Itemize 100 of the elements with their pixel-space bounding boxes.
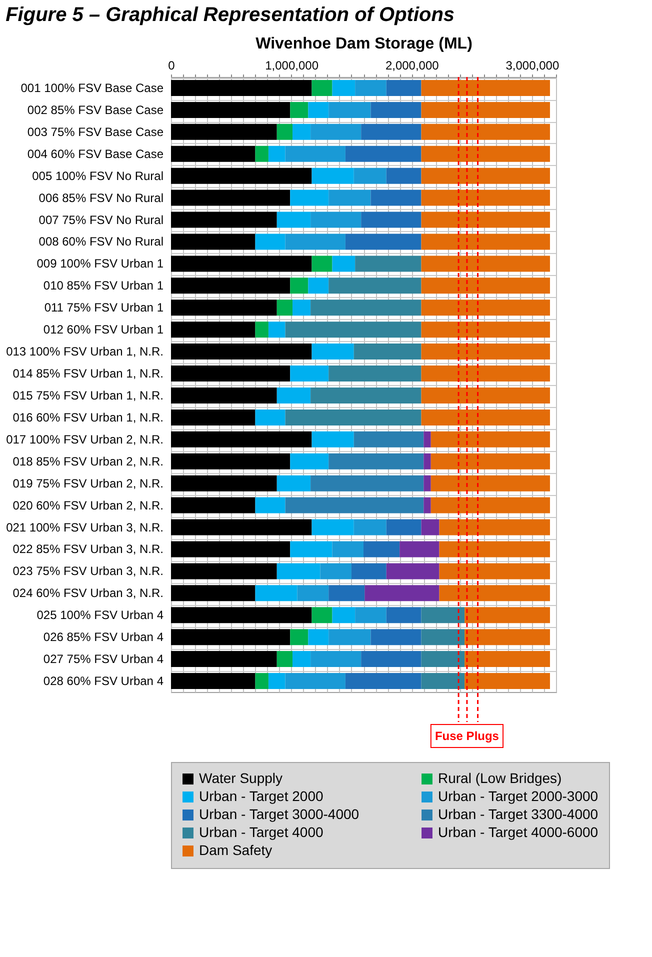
bar bbox=[171, 607, 312, 624]
bar bbox=[421, 519, 440, 536]
bar bbox=[328, 190, 371, 206]
bar bbox=[171, 146, 256, 162]
legend-label: Urban - Target 2000 bbox=[199, 788, 324, 804]
bar bbox=[424, 475, 431, 492]
bar bbox=[171, 344, 312, 360]
legend-label: Urban - Target 4000 bbox=[199, 824, 324, 840]
y-tick-label: 005 100% FSV No Rural bbox=[32, 168, 164, 183]
bar bbox=[355, 607, 386, 624]
bar bbox=[268, 673, 286, 690]
legend-label: Urban - Target 3300-4000 bbox=[438, 806, 598, 822]
bar bbox=[171, 278, 290, 294]
bar bbox=[268, 322, 286, 338]
bar bbox=[328, 102, 371, 118]
bar bbox=[421, 409, 550, 426]
y-tick-label: 028 60% FSV Urban 4 bbox=[43, 674, 164, 688]
bar bbox=[345, 146, 422, 162]
y-tick-label: 019 75% FSV Urban 2, N.R. bbox=[12, 476, 164, 490]
y-tick-label: 002 85% FSV Base Case bbox=[27, 102, 164, 117]
y-tick-label: 022 85% FSV Urban 3, N.R. bbox=[12, 542, 164, 556]
bar bbox=[312, 344, 354, 360]
bar bbox=[171, 256, 312, 272]
bar bbox=[421, 387, 550, 404]
bar bbox=[421, 322, 550, 338]
bar bbox=[285, 497, 424, 514]
bar bbox=[312, 80, 332, 96]
y-tick-label: 025 100% FSV Urban 4 bbox=[36, 608, 164, 622]
bar bbox=[364, 585, 440, 602]
bar bbox=[328, 366, 422, 382]
bar bbox=[171, 212, 277, 228]
bar bbox=[297, 585, 329, 602]
bar bbox=[332, 607, 356, 624]
bar bbox=[370, 190, 422, 206]
bar bbox=[439, 563, 550, 580]
bar bbox=[464, 607, 550, 624]
bar bbox=[310, 387, 422, 404]
bar bbox=[439, 541, 550, 558]
bar bbox=[421, 124, 550, 140]
x-axis-title: Wivenhoe Dam Storage (ML) bbox=[256, 36, 472, 52]
y-tick-label: 014 85% FSV Urban 1, N.R. bbox=[12, 366, 164, 381]
bar bbox=[310, 300, 422, 316]
bar bbox=[171, 629, 290, 646]
bar bbox=[421, 146, 550, 162]
bar bbox=[355, 256, 422, 272]
bar bbox=[171, 300, 277, 316]
bar bbox=[308, 278, 329, 294]
bar bbox=[421, 278, 550, 294]
bar bbox=[354, 519, 386, 536]
bar bbox=[464, 651, 550, 668]
y-tick-label: 018 85% FSV Urban 2, N.R. bbox=[12, 454, 164, 468]
bar bbox=[290, 629, 308, 646]
bar bbox=[421, 673, 465, 690]
bar bbox=[421, 344, 550, 360]
bar bbox=[285, 234, 346, 250]
bar bbox=[421, 212, 550, 228]
y-tick-label: 009 100% FSV Urban 1 bbox=[36, 256, 164, 271]
y-tick-label: 026 85% FSV Urban 4 bbox=[43, 630, 164, 644]
y-tick-label: 017 100% FSV Urban 2, N.R. bbox=[6, 432, 164, 446]
y-tick-label: 006 85% FSV No Rural bbox=[38, 190, 164, 205]
x-tick-label: 2,000,000 bbox=[385, 58, 440, 72]
y-tick-label: 001 100% FSV Base Case bbox=[20, 80, 164, 95]
bar bbox=[464, 629, 550, 646]
bar bbox=[171, 651, 277, 668]
bar bbox=[332, 80, 356, 96]
y-tick-label: 007 75% FSV No Rural bbox=[38, 212, 164, 227]
bar bbox=[424, 453, 431, 470]
bar bbox=[386, 519, 422, 536]
bar bbox=[171, 563, 277, 580]
bar bbox=[285, 322, 422, 338]
y-tick-label: 021 100% FSV Urban 3, N.R. bbox=[6, 520, 164, 534]
bar bbox=[255, 673, 268, 690]
bar bbox=[370, 629, 422, 646]
bar bbox=[171, 190, 290, 206]
bar bbox=[421, 80, 550, 96]
bar bbox=[421, 190, 550, 206]
bar bbox=[421, 607, 465, 624]
ref-line-label: Fuse Plugs bbox=[434, 729, 500, 743]
bar bbox=[255, 497, 286, 514]
bar bbox=[439, 585, 550, 602]
y-tick-label: 011 75% FSV Urban 1 bbox=[44, 300, 164, 315]
bar bbox=[430, 453, 550, 470]
bar bbox=[370, 102, 422, 118]
bar bbox=[421, 102, 550, 118]
y-tick-label: 004 60% FSV Base Case bbox=[27, 146, 164, 161]
bar bbox=[320, 563, 352, 580]
bar bbox=[355, 80, 386, 96]
bar bbox=[292, 124, 311, 140]
bar bbox=[268, 146, 286, 162]
bar bbox=[328, 278, 422, 294]
bar bbox=[171, 366, 290, 382]
bar bbox=[310, 475, 424, 492]
bar bbox=[386, 80, 422, 96]
y-tick-label: 010 85% FSV Urban 1 bbox=[43, 278, 164, 293]
bar bbox=[276, 124, 293, 140]
bar bbox=[171, 409, 256, 426]
bar bbox=[255, 585, 298, 602]
bar bbox=[171, 585, 256, 602]
bar bbox=[171, 322, 256, 338]
bar bbox=[255, 146, 268, 162]
